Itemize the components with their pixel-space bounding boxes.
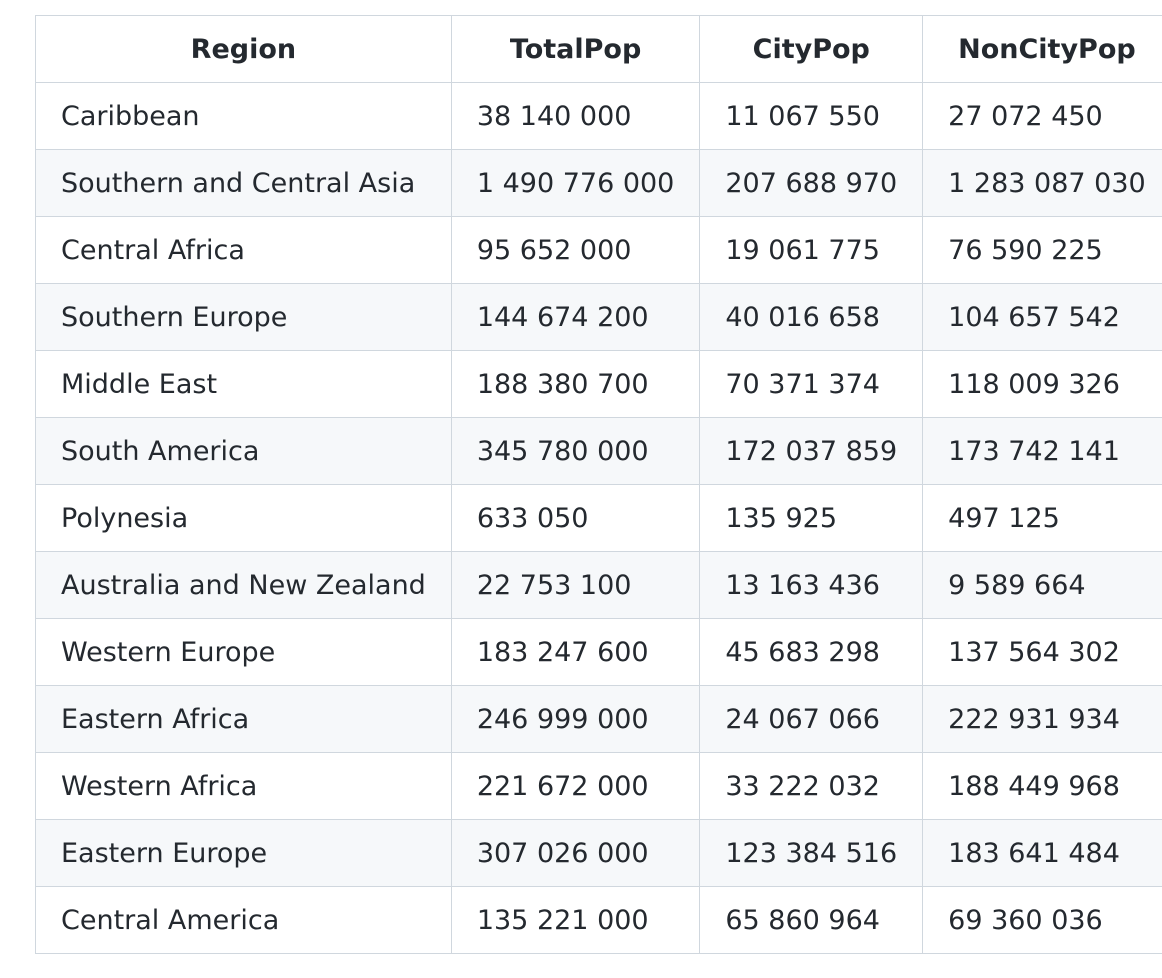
table-row: Central Africa 95 652 000 19 061 775 76 590… [35, 216, 1162, 284]
cell-region: Australia and New Zealand [35, 551, 452, 619]
cell-totalpop: 188 380 700 [450, 350, 701, 418]
cell-noncitypop: 27 072 450 [922, 82, 1162, 150]
cell-region: Southern Europe [35, 283, 452, 351]
table-row: Polynesia 633 050 135 925 497 125 [35, 484, 1162, 552]
cell-noncitypop: 497 125 [922, 484, 1162, 552]
cell-citypop: 19 061 775 [699, 216, 924, 284]
cell-region: Middle East [35, 350, 452, 418]
table-row: Southern Europe 144 674 200 40 016 658 104 … [35, 283, 1162, 351]
table-row: Southern and Central Asia 1 490 776 000 20… [35, 149, 1162, 217]
cell-totalpop: 246 999 000 [450, 685, 701, 753]
cell-citypop: 135 925 [699, 484, 924, 552]
cell-citypop: 207 688 970 [699, 149, 924, 217]
cell-region: Southern and Central Asia [35, 149, 452, 217]
cell-region: Central America [35, 886, 452, 954]
cell-region: Western Europe [35, 618, 452, 686]
cell-totalpop: 183 247 600 [450, 618, 701, 686]
table-header: Region TotalPop CityPop NonCityPop [35, 15, 1162, 83]
cell-totalpop: 307 026 000 [450, 819, 701, 887]
cell-noncitypop: 183 641 484 [922, 819, 1162, 887]
table-body: Caribbean 38 140 000 11 067 550 27 072 450 S… [35, 82, 1162, 954]
cell-citypop: 33 222 032 [699, 752, 924, 820]
cell-totalpop: 345 780 000 [450, 417, 701, 485]
cell-region: Western Africa [35, 752, 452, 820]
cell-citypop: 45 683 298 [699, 618, 924, 686]
cell-noncitypop: 222 931 934 [922, 685, 1162, 753]
table-row: Central America 135 221 000 65 860 964 69 3… [35, 886, 1162, 954]
header-noncitypop: NonCityPop [922, 15, 1162, 83]
cell-citypop: 123 384 516 [699, 819, 924, 887]
header-totalpop: TotalPop [450, 15, 701, 83]
table-row: South America 345 780 000 172 037 859 173 7… [35, 417, 1162, 485]
table-row: Western Europe 183 247 600 45 683 298 137 5… [35, 618, 1162, 686]
table-row: Eastern Africa 246 999 000 24 067 066 222 9… [35, 685, 1162, 753]
cell-totalpop: 38 140 000 [450, 82, 701, 150]
cell-totalpop: 633 050 [450, 484, 701, 552]
cell-noncitypop: 188 449 968 [922, 752, 1162, 820]
table-row: Caribbean 38 140 000 11 067 550 27 072 450 [35, 82, 1162, 150]
cell-noncitypop: 9 589 664 [922, 551, 1162, 619]
cell-citypop: 11 067 550 [699, 82, 924, 150]
cell-citypop: 40 016 658 [699, 283, 924, 351]
cell-region: South America [35, 417, 452, 485]
cell-totalpop: 221 672 000 [450, 752, 701, 820]
cell-noncitypop: 118 009 326 [922, 350, 1162, 418]
table-row: Middle East 188 380 700 70 371 374 118 009 … [35, 350, 1162, 418]
cell-citypop: 24 067 066 [699, 685, 924, 753]
cell-citypop: 70 371 374 [699, 350, 924, 418]
population-table: Region TotalPop CityPop NonCityPop Carib… [35, 15, 1162, 954]
cell-noncitypop: 137 564 302 [922, 618, 1162, 686]
cell-totalpop: 144 674 200 [450, 283, 701, 351]
cell-citypop: 172 037 859 [699, 417, 924, 485]
cell-region: Caribbean [35, 82, 452, 150]
cell-region: Central Africa [35, 216, 452, 284]
cell-totalpop: 1 490 776 000 [450, 149, 701, 217]
header-region: Region [35, 15, 452, 83]
cell-noncitypop: 173 742 141 [922, 417, 1162, 485]
cell-citypop: 13 163 436 [699, 551, 924, 619]
table-row: Eastern Europe 307 026 000 123 384 516 183 … [35, 819, 1162, 887]
cell-region: Polynesia [35, 484, 452, 552]
cell-totalpop: 135 221 000 [450, 886, 701, 954]
cell-region: Eastern Africa [35, 685, 452, 753]
cell-totalpop: 95 652 000 [450, 216, 701, 284]
cell-citypop: 65 860 964 [699, 886, 924, 954]
header-citypop: CityPop [699, 15, 924, 83]
header-row: Region TotalPop CityPop NonCityPop [35, 15, 1162, 83]
cell-region: Eastern Europe [35, 819, 452, 887]
table-row: Western Africa 221 672 000 33 222 032 188 4… [35, 752, 1162, 820]
cell-noncitypop: 76 590 225 [922, 216, 1162, 284]
cell-noncitypop: 1 283 087 030 [922, 149, 1162, 217]
cell-noncitypop: 69 360 036 [922, 886, 1162, 954]
cell-totalpop: 22 753 100 [450, 551, 701, 619]
cell-noncitypop: 104 657 542 [922, 283, 1162, 351]
table-row: Australia and New Zealand 22 753 100 13 16… [35, 551, 1162, 619]
